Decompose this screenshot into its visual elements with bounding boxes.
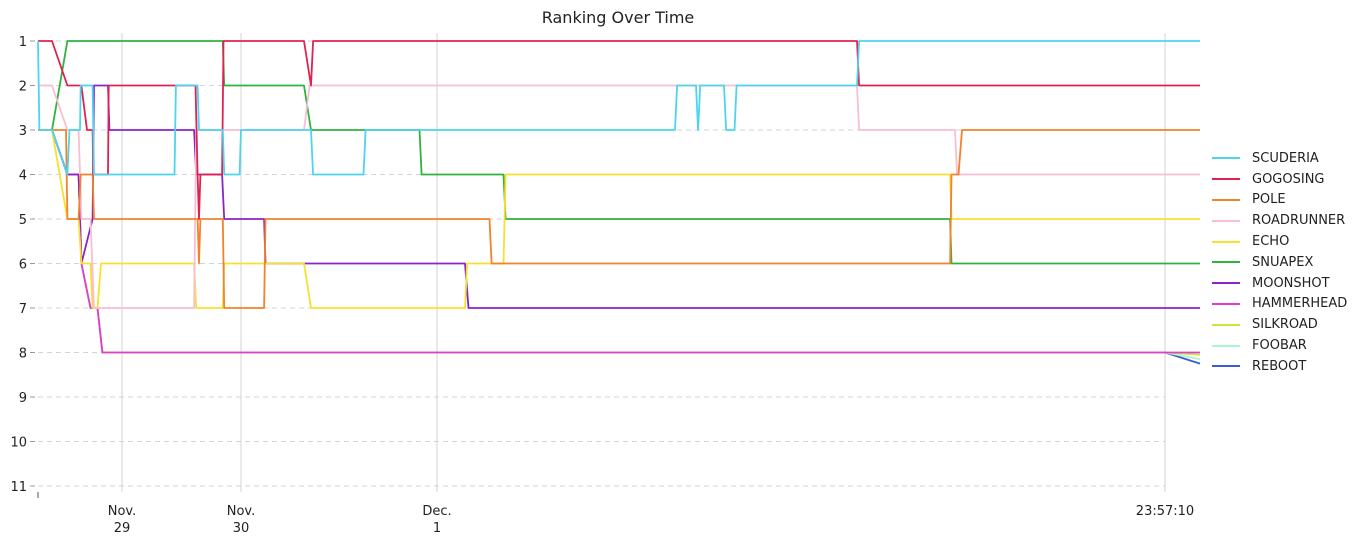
y-axis: 1 2 3 4 5 6 7 8 9 10 11 (10, 35, 35, 495)
series-line-gogosing (38, 40, 1200, 220)
legend-item-snuapex: SNUAPEX (1212, 252, 1347, 273)
legend-swatch (1212, 219, 1240, 222)
y-tick-label: 3 (19, 124, 27, 139)
legend-swatch (1212, 365, 1240, 368)
y-tick-label: 10 (10, 436, 27, 451)
legend-item-pole: POLE (1212, 190, 1347, 211)
legend-label: SCUDERIA (1252, 150, 1319, 166)
legend-item-gogosing: GOGOSING (1212, 169, 1347, 190)
y-tick-label: 7 (19, 302, 27, 317)
series-line-foobar (38, 129, 1201, 361)
legend-item-roadrunner: ROADRUNNER (1212, 210, 1347, 231)
legend-label: ECHO (1252, 234, 1290, 250)
legend-swatch (1212, 240, 1240, 243)
legend-swatch (1212, 157, 1240, 160)
legend-swatch (1212, 178, 1240, 181)
series-line-moonshot (38, 84, 1200, 309)
legend-item-moonshot: MOONSHOT (1212, 273, 1347, 294)
legend-swatch (1212, 344, 1240, 347)
legend-item-scuderia: SCUDERIA (1212, 148, 1347, 169)
legend-swatch (1212, 261, 1240, 264)
series-line-hammerhead (38, 129, 1200, 354)
legend-label: GOGOSING (1252, 171, 1325, 187)
legend-item-reboot: REBOOT (1212, 356, 1347, 377)
legend-label: SNUAPEX (1252, 254, 1314, 270)
series-line-roadrunner (38, 84, 1200, 309)
y-tick-label: 4 (19, 169, 27, 184)
y-tick-label: 5 (19, 213, 27, 228)
legend-swatch (1212, 302, 1240, 305)
series-line-snuapex (38, 40, 1200, 265)
series-line-echo (38, 129, 1200, 309)
legend-label: HAMMERHEAD (1252, 296, 1348, 312)
legend-label: MOONSHOT (1252, 275, 1330, 291)
series-line-pole (38, 129, 1200, 309)
legend-label: POLE (1252, 192, 1286, 208)
y-tick-label: 9 (19, 391, 27, 406)
legend-swatch (1212, 323, 1240, 326)
series-line-reboot (38, 129, 1201, 365)
y-tick-label: 8 (19, 347, 27, 362)
y-tick-label: 2 (19, 80, 27, 95)
legend: SCUDERIA GOGOSING POLE ROADRUNNER ECHO SNUAPE… (1212, 148, 1347, 377)
legend-swatch (1212, 282, 1240, 285)
x-tick-label: Dec. (422, 504, 451, 519)
series-line-silkroad (38, 129, 1201, 356)
series-line-scuderia (37, 40, 1200, 176)
y-tick-label: 11 (10, 480, 27, 495)
x-axis: Nov. 29 Nov. 30 Dec. 1 23:57:10 (37, 492, 1194, 536)
legend-label: ROADRUNNER (1252, 213, 1346, 229)
grid-lines (38, 33, 1166, 492)
x-tick-label: 29 (114, 521, 131, 536)
legend-item-hammerhead: HAMMERHEAD (1212, 294, 1347, 315)
y-tick-label: 1 (19, 35, 27, 50)
legend-item-foobar: FOOBAR (1212, 335, 1347, 356)
x-tick-label: Nov. (108, 504, 137, 519)
y-tick-label: 6 (19, 258, 27, 273)
chart-title: Ranking Over Time (541, 8, 695, 27)
legend-label: FOOBAR (1252, 338, 1307, 354)
legend-label: REBOOT (1252, 358, 1307, 374)
x-tick-label: 1 (433, 521, 441, 536)
legend-label: SILKROAD (1252, 317, 1318, 333)
legend-item-echo: ECHO (1212, 231, 1347, 252)
legend-swatch (1212, 198, 1240, 201)
series-lines (37, 40, 1201, 365)
x-tick-label: 23:57:10 (1136, 504, 1194, 519)
x-tick-label: 30 (233, 521, 250, 536)
x-tick-label: Nov. (227, 504, 256, 519)
legend-item-silkroad: SILKROAD (1212, 314, 1347, 335)
